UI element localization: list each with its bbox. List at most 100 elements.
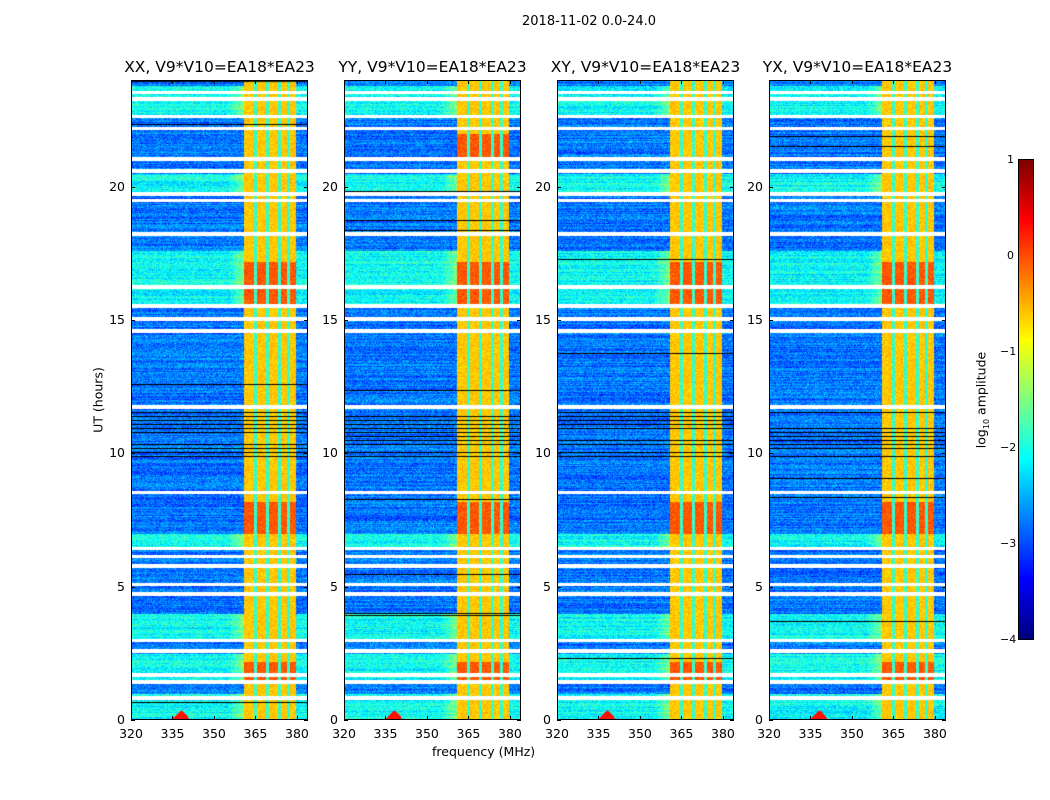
y-tick-mark xyxy=(942,720,946,721)
y-tick-mark xyxy=(557,453,561,455)
x-tick-label: 335 xyxy=(586,726,611,741)
x-tick-mark xyxy=(722,80,724,84)
y-axis-label: UT (hours) xyxy=(90,367,106,433)
y-tick-mark xyxy=(131,720,135,721)
x-tick-mark xyxy=(468,716,470,720)
y-tick-label: 15 xyxy=(109,312,125,327)
x-tick-mark xyxy=(385,716,387,720)
x-tick-label: 335 xyxy=(160,726,185,741)
x-tick-mark xyxy=(851,80,853,84)
y-tick-label: 20 xyxy=(109,178,125,194)
x-tick-mark xyxy=(769,80,770,84)
x-tick-label: 365 xyxy=(881,726,906,741)
x-tick-mark xyxy=(681,716,683,720)
y-tick-label: 5 xyxy=(755,578,763,594)
y-tick-mark xyxy=(730,453,734,455)
y-tick-mark xyxy=(517,186,521,188)
colorbar xyxy=(1018,159,1034,640)
x-tick-mark xyxy=(934,716,936,720)
x-tick-label: 320 xyxy=(545,726,569,741)
y-tick-mark xyxy=(769,186,773,188)
x-tick-mark xyxy=(172,716,174,720)
panel-title: XX, V9*V10=EA18*EA23 xyxy=(124,58,315,76)
y-tick-mark xyxy=(304,720,308,721)
x-tick-label: 380 xyxy=(285,726,309,741)
figure-title: 2018-11-02 0.0-24.0 xyxy=(522,14,656,29)
x-tick-mark xyxy=(468,80,470,84)
y-tick-mark xyxy=(942,453,946,455)
y-tick-mark xyxy=(344,320,348,321)
panel-yx: YX, V9*V10=EA18*EA23 320 335 350 365 380 0 5 10 1… xyxy=(747,58,952,741)
x-tick-label: 365 xyxy=(243,726,268,741)
x-tick-label: 335 xyxy=(373,726,398,741)
x-tick-mark xyxy=(639,80,641,84)
x-tick-mark xyxy=(851,716,853,720)
y-tick-mark xyxy=(344,186,348,188)
y-tick-mark xyxy=(942,320,946,321)
y-tick-mark xyxy=(131,586,135,588)
colorbar-tick-label: −1 xyxy=(1000,345,1017,358)
x-tick-label: 380 xyxy=(923,726,947,741)
y-tick-label: 0 xyxy=(755,712,763,727)
y-tick-label: 0 xyxy=(117,712,125,727)
x-tick-mark xyxy=(639,716,641,720)
x-tick-label: 350 xyxy=(840,726,864,741)
y-tick-mark xyxy=(942,586,946,588)
x-tick-mark xyxy=(769,716,770,720)
panel-title: YX, V9*V10=EA18*EA23 xyxy=(762,58,953,76)
y-tick-label: 10 xyxy=(747,445,763,461)
x-tick-mark xyxy=(344,716,345,720)
y-tick-label: 0 xyxy=(330,712,338,727)
x-axis-label: frequency (MHz) xyxy=(432,744,536,759)
x-tick-mark xyxy=(255,716,257,720)
x-tick-mark xyxy=(557,80,558,84)
y-tick-mark xyxy=(557,586,561,588)
x-tick-label: 380 xyxy=(498,726,522,741)
y-tick-label: 5 xyxy=(543,578,551,594)
x-tick-mark xyxy=(509,716,511,720)
y-tick-mark xyxy=(344,586,348,588)
y-tick-mark xyxy=(304,320,308,321)
x-tick-mark xyxy=(255,80,257,84)
y-tick-mark xyxy=(730,720,734,721)
panel-xy: XY, V9*V10=EA18*EA23 320 335 350 365 380 0 5 10 1… xyxy=(535,58,740,741)
y-tick-label: 5 xyxy=(117,578,125,594)
y-tick-label: 20 xyxy=(535,178,551,194)
y-tick-label: 0 xyxy=(543,712,551,727)
panel-yy: YY, V9*V10=EA18*EA23 320 335 350 365 380 0 5 10 1… xyxy=(322,58,527,741)
axes-frame xyxy=(557,80,734,720)
colorbar-tick-label: −4 xyxy=(1000,633,1017,646)
x-tick-mark xyxy=(296,716,298,720)
y-tick-label: 15 xyxy=(322,312,338,327)
y-tick-mark xyxy=(344,720,348,721)
colorbar-tick-label: −3 xyxy=(1000,537,1017,550)
spectrogram-heatmap xyxy=(769,80,946,720)
x-tick-mark xyxy=(598,716,600,720)
y-tick-mark xyxy=(517,320,521,321)
panel-title: XY, V9*V10=EA18*EA23 xyxy=(550,58,741,76)
y-tick-label: 10 xyxy=(535,445,551,461)
x-tick-mark xyxy=(131,716,132,720)
x-tick-mark xyxy=(722,716,724,720)
y-tick-mark xyxy=(769,720,773,721)
x-tick-mark xyxy=(296,80,298,84)
colorbar-tick-label: −2 xyxy=(1000,441,1017,454)
y-tick-mark xyxy=(730,320,734,321)
y-tick-mark xyxy=(942,186,946,188)
axes-frame xyxy=(344,80,521,720)
y-tick-mark xyxy=(517,453,521,455)
x-tick-mark xyxy=(893,716,895,720)
x-tick-label: 320 xyxy=(119,726,143,741)
axes-frame xyxy=(131,80,308,720)
x-tick-mark xyxy=(810,80,812,84)
y-tick-mark xyxy=(517,720,521,721)
y-tick-mark xyxy=(730,586,734,588)
x-tick-mark xyxy=(598,80,600,84)
x-tick-label: 365 xyxy=(456,726,481,741)
x-tick-label: 320 xyxy=(757,726,781,741)
y-tick-mark xyxy=(304,586,308,588)
x-tick-label: 335 xyxy=(798,726,823,741)
y-tick-label: 5 xyxy=(330,578,338,594)
y-tick-mark xyxy=(730,186,734,188)
